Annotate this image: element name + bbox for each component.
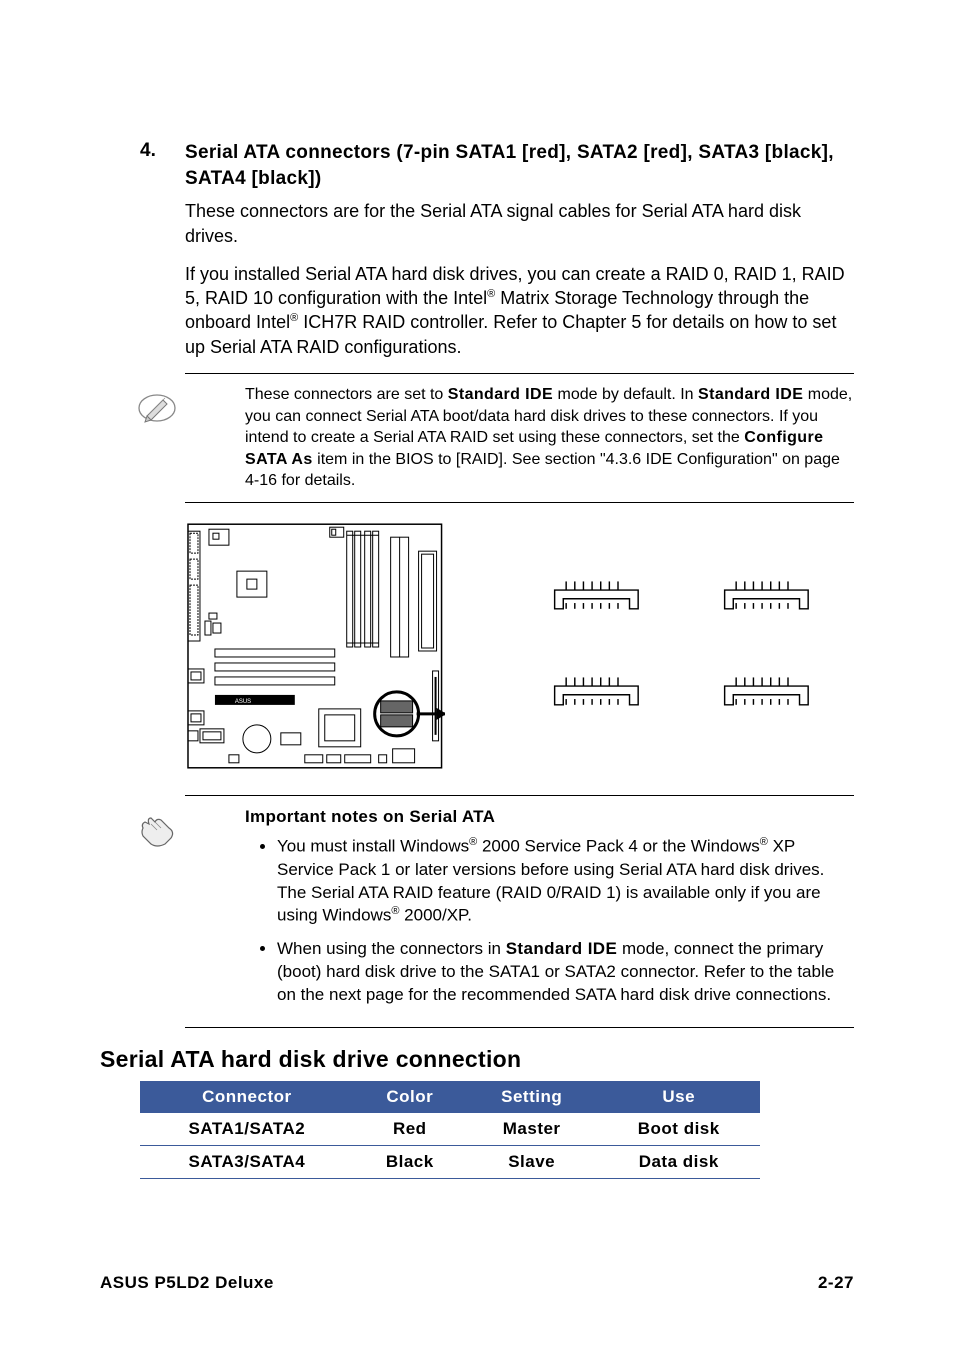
b2-b: Standard IDE bbox=[506, 939, 618, 958]
table-header-row: Connector Color Setting Use bbox=[140, 1081, 760, 1113]
connector-grid bbox=[535, 580, 854, 712]
b1-a: You must install Windows bbox=[277, 837, 469, 856]
th-connector: Connector bbox=[140, 1081, 354, 1113]
sata-connector-3 bbox=[535, 676, 665, 712]
footer-right: 2-27 bbox=[818, 1273, 854, 1293]
svg-text:ASUS: ASUS bbox=[235, 699, 251, 705]
sata-connector-4 bbox=[705, 676, 835, 712]
td: Red bbox=[354, 1113, 466, 1146]
reg-2: ® bbox=[290, 312, 298, 324]
paragraph-1: These connectors are for the Serial ATA … bbox=[185, 199, 854, 248]
page-footer: ASUS P5LD2 Deluxe 2-27 bbox=[100, 1273, 854, 1293]
td: Boot disk bbox=[598, 1113, 761, 1146]
table-row: SATA1/SATA2 Red Master Boot disk bbox=[140, 1113, 760, 1146]
n1-b1: Standard IDE bbox=[448, 386, 553, 403]
note2-heading: Important notes on Serial ATA bbox=[245, 806, 854, 829]
td: SATA3/SATA4 bbox=[140, 1145, 354, 1178]
b1-b: 2000 Service Pack 4 or the Windows bbox=[477, 837, 760, 856]
n1-c: mode by default. In bbox=[553, 386, 698, 403]
th-use: Use bbox=[598, 1081, 761, 1113]
diagram-row: ASUS bbox=[185, 521, 854, 771]
td: Black bbox=[354, 1145, 466, 1178]
table-row: SATA3/SATA4 Black Slave Data disk bbox=[140, 1145, 760, 1178]
sata-connector-1 bbox=[535, 580, 665, 616]
td: SATA1/SATA2 bbox=[140, 1113, 354, 1146]
connector-pair-top bbox=[535, 580, 854, 616]
connector-pair-bottom bbox=[535, 676, 854, 712]
n1-e: item in the BIOS to [RAID]. See section … bbox=[245, 451, 840, 490]
reg-4: ® bbox=[760, 836, 768, 848]
hand-icon bbox=[137, 810, 177, 850]
th-color: Color bbox=[354, 1081, 466, 1113]
b2-a: When using the connectors in bbox=[277, 939, 506, 958]
td: Data disk bbox=[598, 1145, 761, 1178]
sata-connector-2 bbox=[705, 580, 835, 616]
b1-d: 2000/XP. bbox=[399, 906, 471, 925]
section-number: 4. bbox=[140, 140, 156, 162]
n1-b2: Standard IDE bbox=[698, 386, 803, 403]
bullet-1: You must install Windows ® 2000 Service P… bbox=[277, 835, 854, 928]
pencil-icon bbox=[137, 388, 177, 428]
note2-bullets: You must install Windows ® 2000 Service P… bbox=[245, 835, 854, 1007]
footer-left: ASUS P5LD2 Deluxe bbox=[100, 1273, 274, 1293]
table-heading: Serial ATA hard disk drive connection bbox=[100, 1046, 854, 1073]
paragraph-2: If you installed Serial ATA hard disk dr… bbox=[185, 262, 854, 359]
th-setting: Setting bbox=[466, 1081, 598, 1113]
td: Master bbox=[466, 1113, 598, 1146]
note-box-1: These connectors are set to Standard IDE… bbox=[185, 373, 854, 503]
bullet-2: When using the connectors in Standard ID… bbox=[277, 938, 854, 1007]
td: Slave bbox=[466, 1145, 598, 1178]
n1-a: These connectors are set to bbox=[245, 386, 448, 403]
motherboard-diagram: ASUS bbox=[185, 521, 445, 771]
note-box-2: Important notes on Serial ATA You must i… bbox=[185, 795, 854, 1028]
sata-table: Connector Color Setting Use SATA1/SATA2 … bbox=[140, 1081, 760, 1179]
section-heading: Serial ATA connectors (7-pin SATA1 [red]… bbox=[185, 140, 854, 191]
